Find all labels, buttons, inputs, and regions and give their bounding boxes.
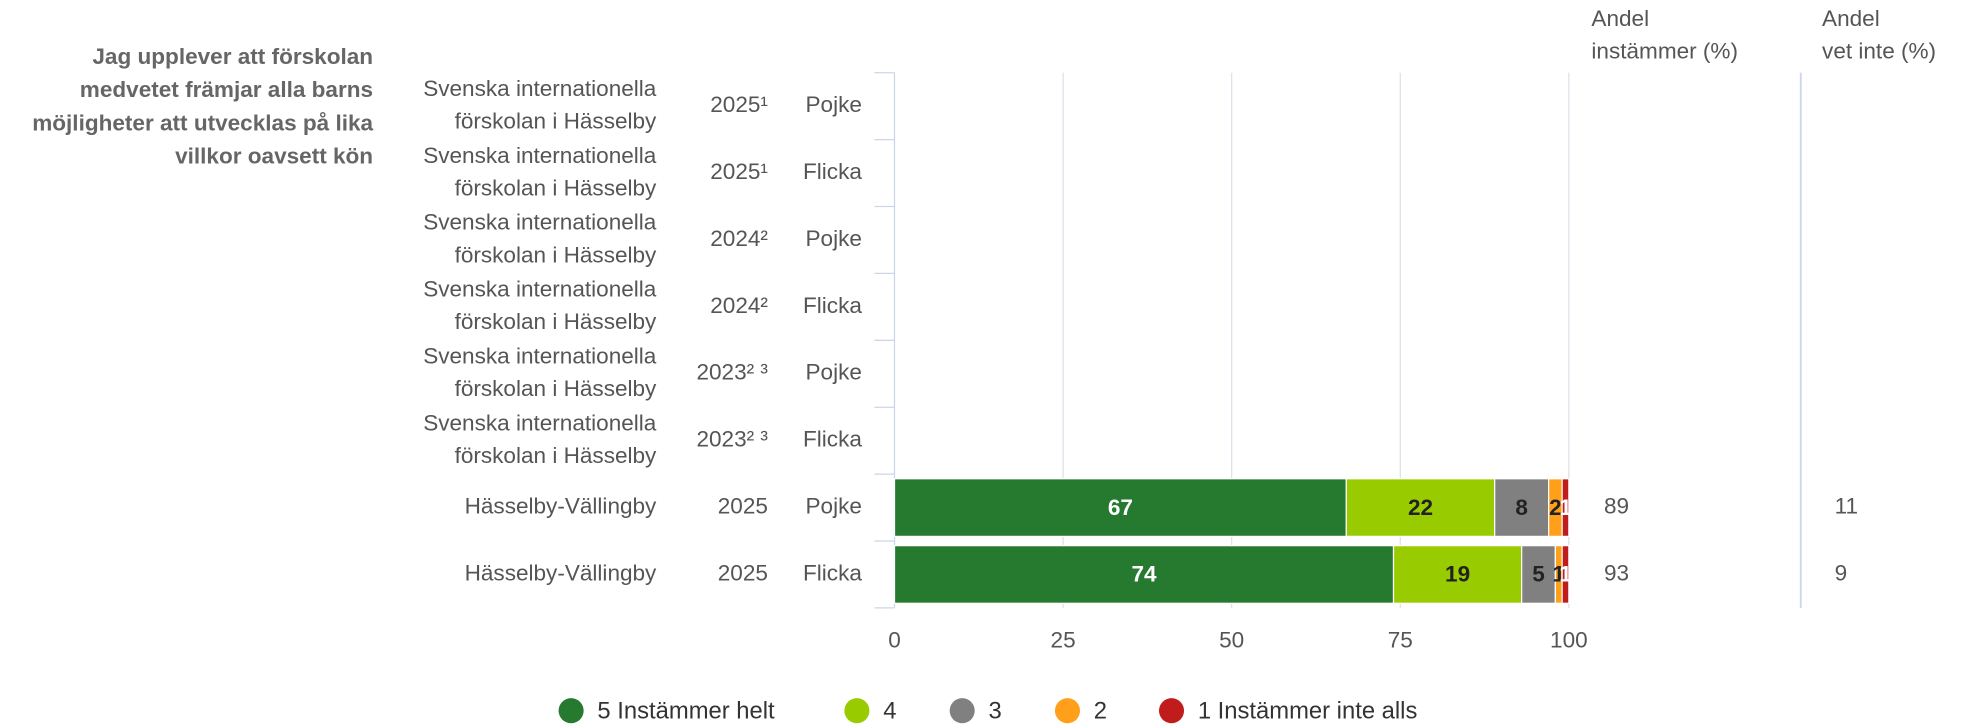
- category-label-line: förskolan i Hässelby: [455, 309, 657, 334]
- bar-segment: [1561, 545, 1570, 604]
- legend-marker: [558, 698, 584, 724]
- legend-label: 2: [1094, 697, 1107, 724]
- x-tick-label: 0: [888, 628, 901, 653]
- category-label: Svenska internationella förskolan i Hässe…: [423, 410, 657, 468]
- year-label: 2025: [718, 560, 768, 585]
- year-label: 2024²: [710, 293, 768, 318]
- legend-label: 5 Instämmer helt: [597, 697, 775, 724]
- category-label: Svenska internationella förskolan i Hässe…: [423, 277, 657, 335]
- category-label-line: förskolan i Hässelby: [455, 443, 657, 468]
- x-tick-label: 100: [1550, 628, 1588, 653]
- category-label: Svenska internationella förskolan i Hässe…: [423, 343, 657, 401]
- data-label: 5: [1532, 562, 1545, 587]
- data-label: 22: [1408, 495, 1433, 520]
- gender-label: Pojke: [806, 360, 862, 385]
- bar-segment: [893, 478, 1347, 538]
- category-label-line: förskolan i Hässelby: [455, 175, 657, 200]
- gender-label: Pojke: [806, 494, 862, 519]
- question: Jag upplever att förskolan medvetet främj…: [32, 44, 373, 169]
- x-tick-label: 75: [1388, 628, 1413, 653]
- legend-marker: [1054, 698, 1081, 724]
- bar-segment: [1392, 545, 1523, 604]
- category-label: Hässelby-Vällingby: [465, 560, 657, 585]
- year-label: 2023² ³: [696, 427, 768, 452]
- gender-label: Flicka: [803, 427, 862, 452]
- category-label-line: Svenska internationella: [423, 343, 657, 368]
- column-header: vet inte (%): [1822, 39, 1936, 64]
- bar-segment: [1561, 478, 1570, 538]
- question-line: medvetet främjar alla barns: [80, 77, 373, 102]
- gender-label: Flicka: [803, 293, 862, 318]
- bar-segment: [1494, 478, 1550, 538]
- x-tick-label: 50: [1219, 628, 1244, 653]
- category-label-line: förskolan i Hässelby: [455, 376, 657, 401]
- category-label-line: Svenska internationella: [423, 76, 657, 101]
- x-tick-label: 25: [1051, 628, 1076, 653]
- gender-label: Flicka: [803, 159, 862, 184]
- year-label: 2023² ³: [696, 360, 768, 385]
- data-label: 74: [1131, 562, 1157, 587]
- legend-label: 1 Instämmer inte alls: [1198, 697, 1418, 724]
- column-value: 89: [1604, 494, 1629, 519]
- column-header: Andel: [1591, 6, 1649, 31]
- data-label: 1: [1559, 562, 1572, 587]
- gender-label: Flicka: [803, 560, 862, 585]
- column-value: 93: [1604, 560, 1629, 585]
- category-label: Hässelby-Vällingby: [465, 494, 657, 519]
- legend-label: 4: [883, 697, 896, 724]
- category-label-line: förskolan i Hässelby: [455, 108, 657, 133]
- gender-label: Pojke: [806, 226, 862, 251]
- bar-segment: [1521, 545, 1556, 604]
- question-line: villkor oavsett kön: [175, 144, 373, 169]
- question-line: Jag upplever att förskolan: [92, 44, 373, 69]
- legend-marker: [949, 698, 975, 724]
- category-label: Svenska internationella förskolan i Hässe…: [423, 210, 657, 268]
- year-label: 2025: [718, 494, 768, 519]
- year-label: 2025¹: [710, 92, 768, 117]
- year-label: 2024²: [710, 226, 768, 251]
- column-header: instämmer (%): [1591, 39, 1738, 64]
- question-line: möjligheter att utvecklas på lika: [32, 110, 373, 135]
- category-label-line: Hässelby-Vällingby: [465, 560, 657, 585]
- year-label: 2025¹: [710, 159, 768, 184]
- legend-marker: [844, 698, 870, 724]
- legend-label: 3: [989, 697, 1002, 724]
- data-label: 67: [1108, 495, 1133, 520]
- category-label-line: Svenska internationella: [423, 410, 657, 435]
- data-label: 8: [1515, 495, 1528, 520]
- legend-marker: [1158, 698, 1185, 724]
- column-value: 11: [1835, 494, 1858, 519]
- gender-label: Pojke: [806, 92, 862, 117]
- category-label-line: Svenska internationella: [423, 143, 657, 168]
- category-label: Svenska internationella förskolan i Hässe…: [423, 76, 657, 134]
- column-value: 9: [1835, 560, 1848, 585]
- category-label-line: Svenska internationella: [423, 210, 657, 235]
- category-label-line: Hässelby-Vällingby: [465, 494, 657, 519]
- data-label: 1: [1559, 495, 1572, 520]
- category-label: Svenska internationella förskolan i Hässe…: [423, 143, 657, 201]
- category-label-line: förskolan i Hässelby: [455, 242, 657, 267]
- column-header: Andel: [1822, 6, 1880, 31]
- data-label: 19: [1445, 562, 1470, 587]
- category-label-line: Svenska internationella: [423, 277, 657, 302]
- data-label: 2: [1549, 495, 1562, 520]
